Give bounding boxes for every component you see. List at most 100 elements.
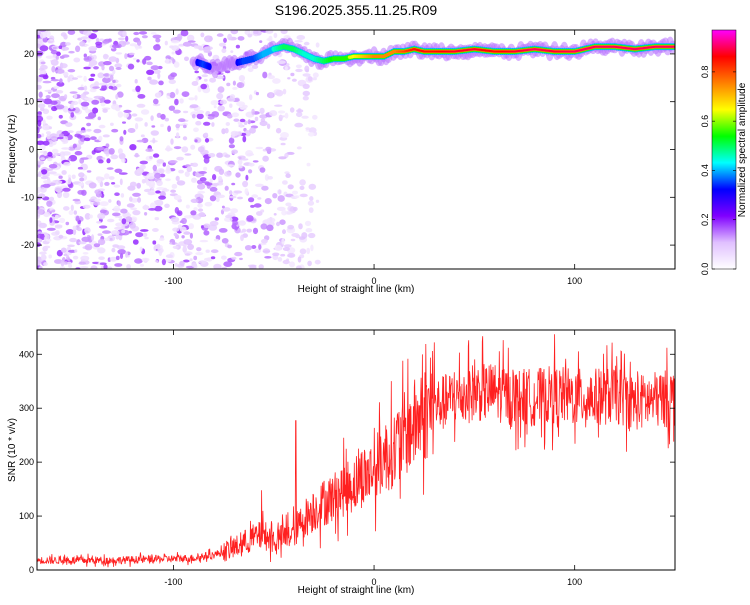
colorbar-tick-label: 0.8 [700, 66, 710, 79]
heatmap-ridge [189, 36, 675, 79]
heatmap-noise-blob [124, 53, 128, 60]
heatmap-noise-blob [46, 200, 53, 207]
heatmap-noise-blob [106, 158, 111, 164]
snr-x-ticks: -100 0 100 [164, 330, 582, 587]
heatmap-noise-blob [305, 228, 313, 233]
heatmap-noise-blob [158, 195, 167, 200]
heatmap-noise-blob [94, 189, 102, 195]
heatmap-noise-blob [209, 77, 217, 83]
heatmap-noise-blob [60, 46, 70, 51]
heatmap-noise-blob [73, 94, 78, 99]
heatmap-noise-blob [305, 127, 311, 130]
y-tick-label: 20 [24, 49, 34, 59]
heatmap-noise-blob [157, 72, 161, 80]
heatmap-noise-blob [42, 119, 46, 126]
heatmap-noise-blob [151, 125, 156, 128]
heatmap-noise-blob [110, 230, 120, 236]
heatmap-noise-blob [74, 133, 81, 138]
heatmap-noise-blob [264, 255, 272, 259]
heatmap-noise-blob [67, 30, 76, 35]
heatmap-noise-blob [285, 173, 291, 178]
heatmap-noise-blob [154, 217, 160, 221]
heatmap-noise-blob [84, 244, 93, 251]
heatmap-noise-blob [254, 248, 262, 253]
heatmap-noise-blob [49, 196, 55, 201]
heatmap-noise-blob [91, 30, 99, 33]
heatmap-noise-blob [178, 118, 186, 123]
heatmap-noise-blob [221, 238, 229, 244]
heatmap-noise-blob [302, 90, 310, 97]
heatmap-noise-blob [40, 61, 46, 65]
heatmap-noise-blob [200, 195, 204, 199]
heatmap-noise-blob [63, 71, 69, 77]
heatmap-noise-blob [110, 122, 114, 127]
heatmap-noise-blob [284, 171, 290, 175]
heatmap-noise-blob [183, 231, 191, 235]
heatmap-noise-blob [147, 191, 155, 196]
heatmap-noise-blob [109, 74, 114, 81]
heatmap-noise-blob [49, 133, 58, 140]
heatmap-noise-blob [72, 198, 81, 202]
heatmap-noise-blob [90, 265, 98, 269]
heatmap-noise-blob [278, 156, 287, 160]
heatmap-noise-blob [146, 69, 155, 76]
colorbar-tick-label: 0.0 [700, 263, 710, 276]
heatmap-noise-blob [224, 154, 231, 158]
y-tick-label: -20 [21, 240, 34, 250]
heatmap-noise-blob [130, 207, 138, 211]
heatmap-noise-blob [276, 221, 280, 227]
heatmap-noise-blob [58, 45, 63, 49]
heatmap-noise-blob [168, 160, 178, 164]
heatmap-noise-blob [102, 108, 108, 113]
heatmap-noise-blob [122, 121, 126, 124]
heatmap-noise-blob [116, 91, 124, 98]
heatmap-noise-blob [262, 248, 271, 254]
heatmap-noise-blob [292, 190, 298, 195]
heatmap-noise-blob [308, 232, 316, 239]
heatmap-noise-blob [42, 183, 51, 188]
heatmap-noise-blob [171, 40, 180, 44]
heatmap-noise-blob [145, 148, 154, 153]
heatmap-noise-blob [37, 133, 42, 139]
heatmap-noise-blob [53, 152, 61, 156]
heatmap-noise-blob [63, 206, 70, 211]
heatmap-noise-blob [91, 99, 100, 105]
heatmap-noise-blob [216, 92, 224, 100]
heatmap-noise-blob [108, 199, 112, 203]
heatmap-noise-blob [159, 168, 165, 174]
heatmap-noise-blob [154, 172, 162, 179]
heatmap-noise-blob [170, 138, 174, 145]
heatmap-noise-blob [39, 144, 46, 151]
heatmap-noise-blob [282, 247, 290, 251]
heatmap-noise-blob [293, 206, 298, 212]
heatmap-noise-blob [63, 161, 71, 167]
heatmap-noise-blob [92, 54, 97, 60]
heatmap-noise-blob [314, 259, 321, 265]
heatmap-noise-blob [93, 128, 102, 134]
heatmap-noise-blob [205, 249, 210, 253]
heatmap-noise-blob [127, 128, 136, 133]
heatmap-noise-blob [37, 205, 40, 211]
heatmap-noise-blob [175, 123, 180, 129]
heatmap-noise-blob [99, 88, 106, 91]
heatmap-noise-blob [103, 147, 111, 155]
figure-title: S196.2025.355.11.25.R09 [275, 2, 438, 18]
heatmap-noise-blob [216, 152, 224, 158]
heatmap-noise-blob [80, 255, 90, 261]
heatmap-noise-blob [86, 122, 92, 127]
heatmap-noise-blob [51, 93, 60, 99]
heatmap-noise-blob [51, 148, 59, 154]
heatmap-noise-blob [187, 243, 195, 250]
heatmap-noise-blob [279, 219, 286, 225]
heatmap-noise-blob [182, 124, 187, 129]
heatmap-noise-blob [218, 168, 225, 175]
heatmap-noise-blob [135, 85, 141, 93]
heatmap-noise-blob [187, 34, 195, 42]
heatmap-noise-blob [79, 266, 89, 269]
snr-y-ticks: 0 100 200 300 400 [19, 349, 675, 575]
heatmap-noise-blob [281, 209, 287, 216]
heatmap-noise-blob [251, 108, 255, 116]
heatmap-noise-blob [43, 180, 52, 184]
heatmap-noise-blob [251, 64, 259, 69]
heatmap-noise-blob [218, 42, 226, 47]
